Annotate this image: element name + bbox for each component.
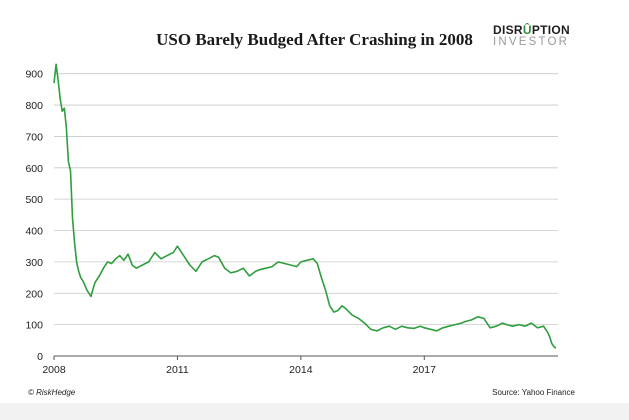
y-tick-label: 500 (25, 194, 43, 206)
y-tick-label: 700 (25, 131, 43, 143)
x-tick-label: 2017 (413, 364, 437, 376)
x-axis-ticks: 2008 2011 2014 2017 (42, 356, 436, 376)
logo-part-2: PTION (531, 23, 571, 37)
y-tick-label: 600 (25, 163, 43, 175)
disruption-investor-logo: DISRÛPTION INVESTOR (493, 24, 585, 50)
logo-wordmark-top: DISRÛPTION (493, 24, 585, 36)
bottom-band (0, 403, 629, 420)
logo-part-1: DISR (493, 23, 523, 37)
y-tick-label: 0 (37, 351, 43, 363)
y-tick-label: 900 (25, 69, 43, 81)
copyright-credit: © RiskHedge (28, 388, 76, 397)
source-credit: Source: Yahoo Finance (492, 388, 575, 397)
logo-part-accent: Û (522, 23, 532, 37)
y-tick-label: 300 (25, 257, 43, 269)
y-axis-ticks: 0 100 200 300 400 500 600 700 800 900 (25, 69, 43, 363)
uso-price-line (53, 63, 557, 349)
y-tick-label: 100 (25, 320, 43, 332)
x-tick-label: 2011 (166, 364, 189, 376)
series-line-layer (53, 63, 557, 349)
logo-wordmark-bottom: INVESTOR (493, 36, 570, 48)
y-tick-label: 800 (25, 100, 43, 112)
y-tick-label: 200 (25, 288, 43, 300)
x-tick-label: 2008 (42, 364, 66, 376)
gridlines (54, 73, 558, 357)
x-tick-label: 2014 (289, 364, 313, 376)
chart-title: USO Barely Budged After Crashing in 2008 (156, 30, 473, 49)
y-tick-label: 400 (25, 226, 43, 238)
